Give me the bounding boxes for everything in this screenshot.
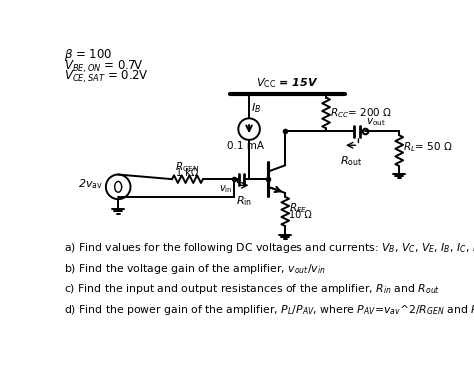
Text: c) Find the input and output resistances of the amplifier, $R_{in}$ and $R_{out}: c) Find the input and output resistances… xyxy=(64,282,439,296)
Text: 1 kΩ: 1 kΩ xyxy=(176,168,199,178)
Text: 2$v_{\rm av}$: 2$v_{\rm av}$ xyxy=(78,178,103,191)
Text: $v_{\rm out}$: $v_{\rm out}$ xyxy=(366,117,386,128)
Text: 0.1 mA: 0.1 mA xyxy=(227,141,264,151)
Text: $\beta$ = 100: $\beta$ = 100 xyxy=(64,47,112,64)
Text: d) Find the power gain of the amplifier, $P_L/P_{AV}$, where $P_{AV}$=$v_{av}$^2: d) Find the power gain of the amplifier,… xyxy=(64,303,474,317)
Text: $R_{\rm in}$: $R_{\rm in}$ xyxy=(236,195,252,208)
Text: $R_{\rm out}$: $R_{\rm out}$ xyxy=(339,155,362,168)
Text: $R_L$= 50 Ω: $R_L$= 50 Ω xyxy=(403,140,453,154)
Text: $R_{\rm GEN}$: $R_{\rm GEN}$ xyxy=(175,160,200,174)
Text: b) Find the voltage gain of the amplifier, $v_{out}/v_{in}$: b) Find the voltage gain of the amplifie… xyxy=(64,262,325,276)
Text: $v_{\rm in}$: $v_{\rm in}$ xyxy=(219,183,232,195)
Text: a) Find values for the following DC voltages and currents: $V_B$, $V_C$, $V_E$, : a) Find values for the following DC volt… xyxy=(64,241,474,255)
Text: $R_{EE}$: $R_{EE}$ xyxy=(289,201,308,215)
Text: $V_{\rm CC}$ = 15V: $V_{\rm CC}$ = 15V xyxy=(256,76,319,90)
Text: $I_B$: $I_B$ xyxy=(251,101,262,115)
Text: $R_{CC}$= 200 Ω: $R_{CC}$= 200 Ω xyxy=(330,106,392,120)
Text: $V_{CE,SAT}$ = 0.2V: $V_{CE,SAT}$ = 0.2V xyxy=(64,69,148,85)
Text: $V_{BE,ON}$ = 0.7V: $V_{BE,ON}$ = 0.7V xyxy=(64,58,143,75)
Text: 10 Ω: 10 Ω xyxy=(289,210,312,221)
